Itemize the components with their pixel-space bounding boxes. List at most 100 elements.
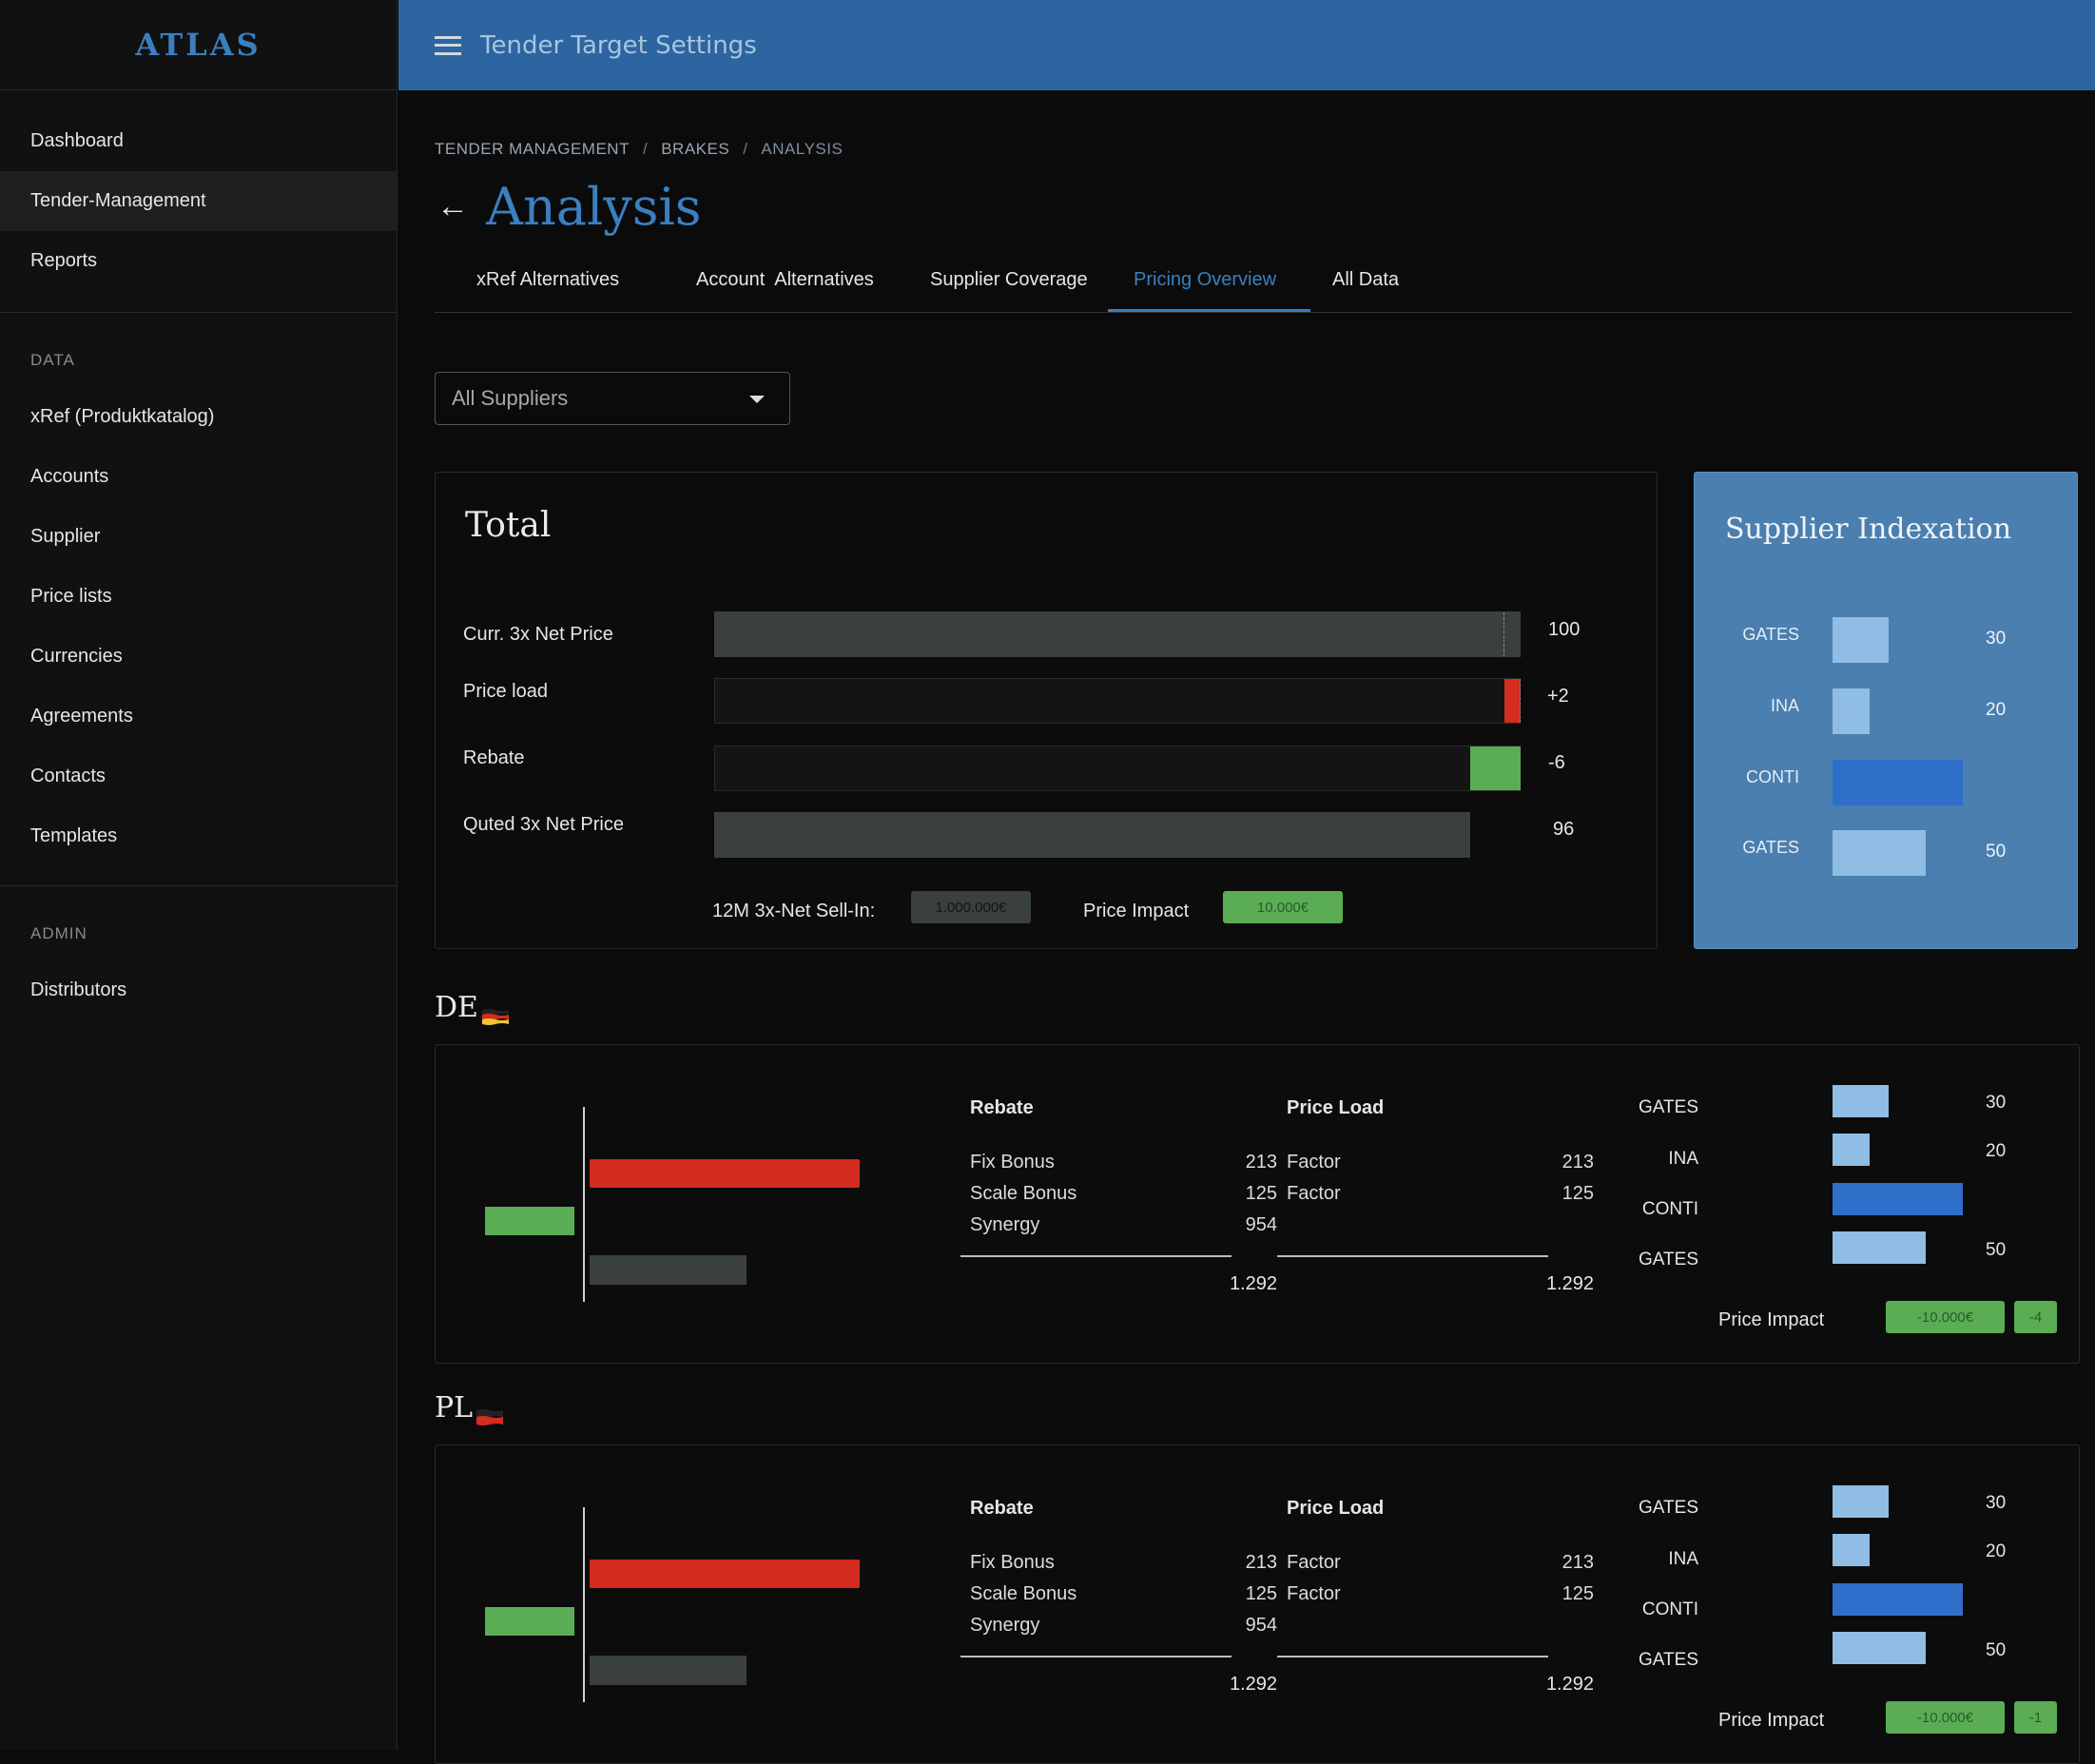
supplier-bar	[1833, 1583, 1963, 1616]
row-label-price-load: Price load	[463, 681, 548, 702]
mini-chart-axis	[583, 1507, 585, 1702]
country-code: DE	[435, 991, 478, 1024]
active-tab-indicator	[1108, 309, 1310, 312]
rebate-row-label: Fix Bonus	[970, 1552, 1055, 1573]
supplier-select-value: All Suppliers	[452, 386, 569, 410]
tab-pricing-overview[interactable]: Pricing Overview	[1134, 269, 1277, 290]
indexation-bar	[1833, 830, 1926, 876]
total-title: Total	[465, 506, 552, 545]
indexation-value: 50	[1986, 842, 2007, 862]
breadcrumb-brakes[interactable]: BRAKES	[661, 140, 730, 158]
tab-supplier-coverage[interactable]: Supplier Coverage	[930, 269, 1088, 290]
price-load-row-label: Factor	[1287, 1183, 1341, 1204]
rebate-divider	[960, 1255, 1232, 1257]
rebate-row-value: 213	[1245, 1552, 1277, 1573]
indexation-bar	[1833, 617, 1889, 663]
row-value-quoted-net-price: 96	[1553, 819, 1575, 840]
sidebar-item-distributors[interactable]: Distributors	[30, 979, 127, 1000]
tab-xref-alternatives[interactable]: xRef Alternatives	[476, 269, 620, 290]
indexation-value: 30	[1986, 629, 2007, 649]
supplier-value: 50	[1986, 1240, 2007, 1260]
indexation-label: CONTI	[1746, 767, 1799, 786]
breadcrumb-separator: /	[642, 140, 649, 158]
tab-bar: xRef Alternatives Account Alternatives S…	[435, 254, 2072, 313]
breadcrumb-analysis: ANALYSIS	[761, 140, 844, 158]
mini-chart-axis	[583, 1107, 585, 1302]
price-load-divider	[1277, 1255, 1548, 1257]
breadcrumb-tender-management[interactable]: TENDER MANAGEMENT	[435, 140, 630, 158]
supplier-label: GATES	[1639, 1250, 1698, 1270]
sidebar-item-dashboard[interactable]: Dashboard	[30, 130, 124, 151]
breadcrumb-separator: /	[743, 140, 748, 158]
sidebar-item-currencies[interactable]: Currencies	[30, 646, 123, 667]
reference-line	[1520, 679, 1521, 723]
rebate-heading: Rebate	[970, 1498, 1034, 1519]
topbar-title: Tender Target Settings	[480, 30, 757, 60]
rebate-row-value: 125	[1245, 1183, 1277, 1204]
section-de-heading: DE	[435, 991, 509, 1025]
tab-all-data[interactable]: All Data	[1332, 269, 1400, 290]
row-label-rebate: Rebate	[463, 747, 525, 768]
supplier-value: 30	[1986, 1093, 2007, 1113]
rebate-row-value: 213	[1245, 1152, 1277, 1173]
price-load-total: 1.292	[1545, 1674, 1594, 1695]
price-load-row-value: 125	[1562, 1183, 1594, 1204]
sidebar-item-accounts[interactable]: Accounts	[30, 466, 109, 487]
row-label-curr-net-price: Curr. 3x Net Price	[463, 624, 613, 645]
price-load-divider	[1277, 1656, 1548, 1657]
total-card: Total Curr. 3x Net Price 100 Price load …	[435, 472, 1658, 949]
mini-chart-net-bar	[590, 1656, 747, 1685]
price-impact-label: Price Impact	[1718, 1309, 1825, 1330]
sidebar-item-reports[interactable]: Reports	[30, 250, 98, 271]
supplier-indexation-card: Supplier Indexation GATES 30 INA 20 CONTI GAT…	[1694, 472, 2078, 949]
row-label-quoted-net-price: Quted 3x Net Price	[463, 814, 624, 835]
germany-flag-icon	[481, 999, 509, 1025]
price-load-row-value: 213	[1562, 1552, 1594, 1573]
supplier-bar	[1833, 1183, 1963, 1215]
rebate-bar	[1470, 746, 1521, 790]
section-pl-heading: PL	[435, 1391, 504, 1425]
rebate-row-label: Scale Bonus	[970, 1183, 1077, 1204]
supplier-label: INA	[1668, 1149, 1698, 1169]
mini-chart-price-load-bar	[590, 1159, 860, 1188]
rebate-row-label: Fix Bonus	[970, 1152, 1055, 1173]
sidebar-item-agreements[interactable]: Agreements	[30, 706, 133, 727]
main-content: TENDER MANAGEMENT / BRAKES / ANALYSIS ← …	[435, 90, 2072, 313]
chevron-down-icon	[749, 396, 765, 403]
rebate-row-label: Scale Bonus	[970, 1583, 1077, 1604]
supplier-select[interactable]: All Suppliers	[435, 372, 790, 425]
price-impact-label: Price Impact	[1718, 1710, 1825, 1731]
hamburger-menu-icon[interactable]	[435, 35, 461, 55]
logo-bar: ATLAS	[0, 0, 397, 90]
back-arrow-icon[interactable]: ←	[436, 187, 469, 224]
sidebar-item-price-lists[interactable]: Price lists	[30, 586, 112, 607]
sidebar-item-xref[interactable]: xRef (Produktkatalog)	[30, 406, 215, 427]
country-code: PL	[435, 1391, 474, 1425]
sidebar-section-data: DATA	[30, 351, 75, 369]
sidebar-item-supplier[interactable]: Supplier	[30, 526, 101, 547]
sidebar-item-tender-management[interactable]: Tender-Management	[0, 171, 397, 231]
supplier-bar	[1833, 1231, 1926, 1264]
supplier-label: INA	[1668, 1549, 1698, 1569]
atlas-logo[interactable]: ATLAS	[135, 27, 262, 63]
supplier-label: CONTI	[1641, 1199, 1698, 1219]
rebate-total: 1.292	[1229, 1674, 1277, 1695]
sidebar-item-templates[interactable]: Templates	[30, 825, 118, 846]
sell-in-label: 12M 3x-Net Sell-In:	[712, 901, 876, 921]
country-card-pl: Rebate Fix Bonus 213 Scale Bonus 125 Synergy 9…	[435, 1444, 2080, 1764]
rebate-row-value: 954	[1245, 1615, 1277, 1636]
price-load-heading: Price Load	[1287, 1498, 1385, 1519]
bar-track-rebate	[714, 746, 1521, 791]
price-load-row-value: 125	[1562, 1583, 1594, 1604]
supplier-value: 30	[1986, 1493, 2007, 1513]
tab-account-alternatives[interactable]: Account Alternatives	[696, 269, 874, 290]
rebate-row-label: Synergy	[970, 1214, 1040, 1235]
price-load-row-label: Factor	[1287, 1152, 1341, 1173]
supplier-bar	[1833, 1085, 1889, 1117]
price-load-total: 1.292	[1545, 1273, 1594, 1294]
price-load-heading: Price Load	[1287, 1097, 1385, 1118]
supplier-bar	[1833, 1134, 1870, 1166]
mini-chart-price-load-bar	[590, 1560, 860, 1588]
sidebar-item-contacts[interactable]: Contacts	[30, 766, 106, 786]
price-impact-delta: -4	[2014, 1301, 2057, 1333]
